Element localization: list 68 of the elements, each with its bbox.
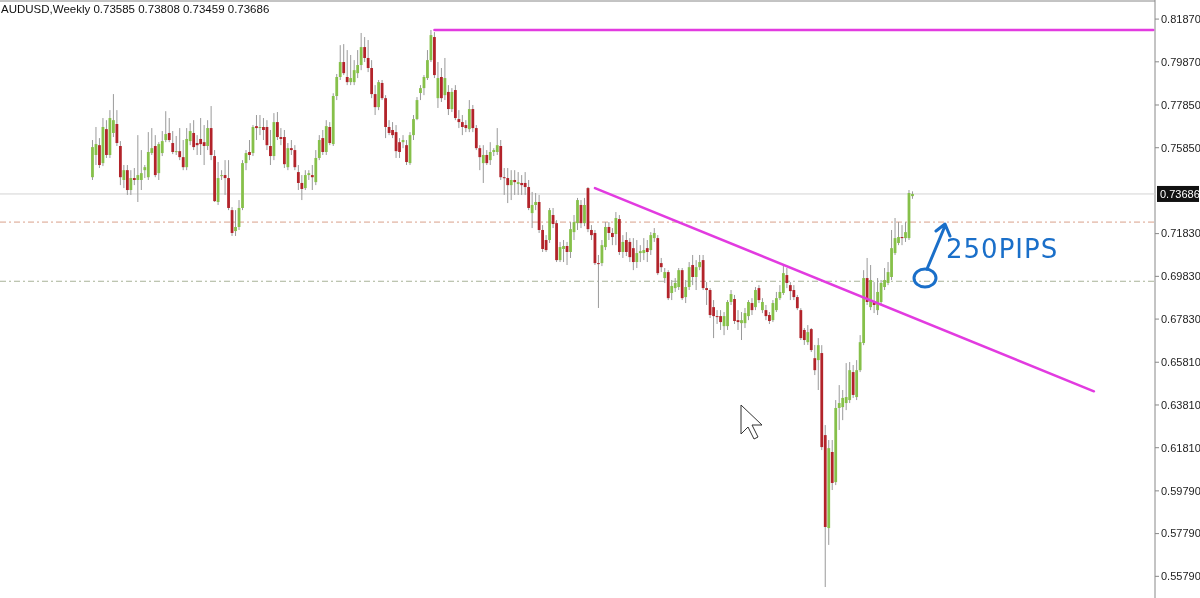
candlestick xyxy=(851,364,855,399)
candlestick xyxy=(684,279,688,304)
candlestick xyxy=(181,139,185,171)
candlestick xyxy=(844,362,848,411)
candlestick xyxy=(262,117,265,141)
y-tick-label: 0.65810 xyxy=(1161,356,1200,369)
y-tick-label: 0.55790 xyxy=(1161,570,1200,583)
candlestick xyxy=(621,234,625,259)
candlestick xyxy=(837,384,841,431)
candlestick xyxy=(342,43,346,76)
ref-line-label: 0.73686 xyxy=(1160,187,1200,200)
candlestick xyxy=(192,119,196,151)
candlestick xyxy=(303,169,307,191)
candlestick xyxy=(125,164,129,196)
candlestick xyxy=(516,171,520,196)
y-tick-label: 0.79870 xyxy=(1161,55,1200,68)
candlestick xyxy=(139,149,143,191)
chart-title: AUDUSD,Weekly 0.73585 0.73808 0.73459 0.73686 xyxy=(1,3,270,15)
y-tick-label: 0.61810 xyxy=(1161,441,1200,454)
candlestick xyxy=(317,134,321,161)
y-tick-label: 0.63810 xyxy=(1161,398,1200,411)
candlestick xyxy=(754,286,757,311)
candlestick xyxy=(450,87,454,113)
candlestick xyxy=(694,259,698,291)
candlestick xyxy=(677,267,681,291)
y-tick-label: 0.71830 xyxy=(1161,227,1200,240)
candlestick xyxy=(719,309,722,331)
candlestick xyxy=(405,139,408,166)
candlestick xyxy=(520,174,524,196)
candlestick xyxy=(321,129,325,156)
candlestick xyxy=(642,237,646,261)
candlestick xyxy=(562,239,565,263)
candlestick xyxy=(293,144,297,171)
candlestick xyxy=(865,257,869,306)
y-tick-label: 0.59790 xyxy=(1161,484,1200,497)
candlestick xyxy=(338,44,342,81)
candlestick xyxy=(136,134,140,203)
annotation: 250PIPS xyxy=(946,234,1059,264)
candlestick xyxy=(471,104,475,133)
y-tick-label: 0.81870 xyxy=(1161,12,1200,25)
candlestick xyxy=(506,167,510,204)
candlestick xyxy=(328,121,332,146)
candlestick xyxy=(691,254,695,286)
y-tick-label: 0.75850 xyxy=(1161,141,1200,154)
y-tick-label: 0.67830 xyxy=(1161,312,1200,325)
candlestick xyxy=(202,124,206,166)
candlestick xyxy=(513,169,517,196)
candlestick xyxy=(349,54,353,86)
candlestick xyxy=(171,130,175,155)
candlestick xyxy=(631,237,635,271)
candlestick xyxy=(806,324,810,346)
candlestick xyxy=(481,144,485,184)
candlestick xyxy=(583,197,586,227)
candlestick xyxy=(174,135,178,156)
candlestick xyxy=(345,49,349,86)
y-tick-label: 0.69830 xyxy=(1161,270,1200,283)
candlestick xyxy=(509,169,513,201)
candlestick xyxy=(785,267,789,289)
candlestick xyxy=(359,32,363,71)
candlestick xyxy=(276,111,279,141)
candlestick xyxy=(614,211,618,246)
candlestick xyxy=(178,127,182,161)
candlestick xyxy=(781,264,785,296)
y-tick-label: 0.57790 xyxy=(1161,527,1200,540)
y-tick-label: 0.77850 xyxy=(1161,98,1200,111)
candlestick xyxy=(740,311,743,341)
candlestick xyxy=(530,191,534,229)
candlestick xyxy=(460,114,464,136)
